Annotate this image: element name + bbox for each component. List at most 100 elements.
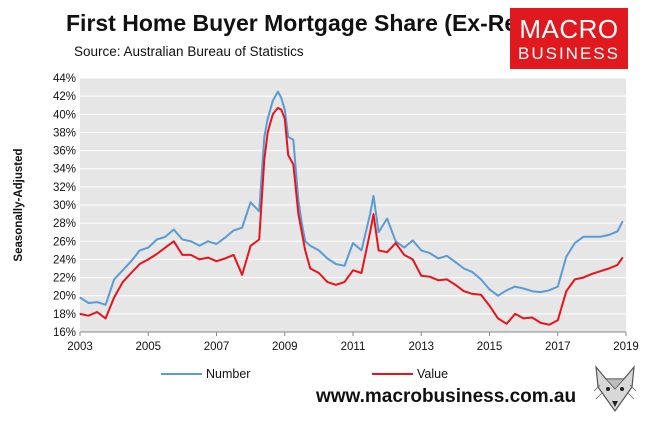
data-point (250, 245, 252, 247)
data-point (622, 220, 624, 222)
data-point (280, 97, 282, 99)
y-tick-label: 34% (53, 164, 76, 176)
data-point (429, 276, 431, 278)
data-point (190, 254, 192, 256)
y-tick-label: 40% (53, 109, 76, 121)
data-point (309, 267, 311, 270)
y-tick-label: 24% (53, 254, 76, 266)
data-point (574, 278, 576, 280)
data-point (622, 257, 624, 259)
data-point (139, 263, 141, 265)
y-tick-label: 20% (53, 291, 76, 303)
data-point (79, 313, 81, 315)
data-point (280, 109, 282, 111)
fox-head-icon (593, 365, 637, 413)
x-tick-label: 2015 (477, 341, 503, 353)
data-point (471, 293, 473, 295)
legend-label-value: Value (417, 367, 448, 381)
data-point (318, 272, 320, 274)
data-point (304, 240, 306, 242)
data-point (540, 322, 542, 324)
x-tick-label: 2017 (545, 341, 571, 353)
data-point (395, 240, 397, 242)
data-point (292, 163, 294, 165)
data-point (105, 317, 107, 319)
data-point (378, 249, 380, 251)
data-point (147, 247, 149, 249)
x-tick-label: 2003 (67, 341, 93, 353)
data-point (412, 258, 414, 260)
data-point (284, 118, 286, 120)
data-point (446, 278, 448, 280)
data-point (395, 242, 397, 244)
data-point (284, 109, 286, 111)
data-point (352, 242, 354, 244)
data-point (198, 258, 200, 260)
data-point (608, 234, 610, 236)
data-point (343, 265, 346, 267)
data-point (386, 251, 388, 253)
data-point (360, 249, 363, 251)
x-tick-label: 2011 (341, 341, 366, 353)
data-point (301, 231, 303, 233)
data-point (258, 210, 260, 212)
data-point (335, 284, 337, 286)
data-point (326, 281, 328, 283)
data-point (156, 238, 158, 241)
data-point (318, 249, 320, 251)
data-point (616, 230, 619, 232)
data-point (156, 253, 158, 255)
data-point (224, 237, 226, 239)
data-point (591, 236, 593, 238)
data-point (591, 273, 593, 275)
data-point (215, 243, 218, 245)
data-point (304, 249, 306, 251)
data-point (378, 231, 380, 233)
data-point (454, 284, 456, 286)
data-point (267, 131, 269, 133)
data-point (301, 222, 303, 224)
data-point (241, 227, 243, 229)
data-point (96, 301, 98, 303)
data-point (480, 294, 482, 296)
data-point (147, 258, 149, 260)
series-line-value (79, 106, 624, 326)
y-tick-label: 28% (53, 218, 76, 230)
data-point (287, 154, 289, 156)
data-point (463, 290, 465, 292)
data-point (297, 213, 299, 215)
data-point (599, 270, 602, 272)
data-point (420, 275, 422, 277)
data-point (372, 213, 375, 215)
data-point (437, 257, 439, 260)
data-point (198, 245, 200, 247)
y-tick-label: 26% (53, 236, 76, 248)
data-point (360, 272, 363, 274)
data-point (480, 278, 482, 280)
data-point (531, 316, 533, 319)
data-point (497, 295, 499, 297)
data-point (309, 245, 311, 247)
data-point (250, 201, 252, 203)
data-point (582, 236, 584, 238)
legend-label-number: Number (206, 367, 250, 381)
data-point (292, 139, 294, 141)
x-tick-label: 2009 (272, 341, 298, 353)
legend: Number Value (161, 367, 448, 381)
data-point (130, 260, 132, 262)
data-point (463, 267, 465, 270)
data-point (139, 249, 141, 251)
data-point (207, 240, 209, 242)
website-url: www.macrobusiness.com.au (316, 386, 577, 407)
data-point (343, 281, 346, 283)
chart-title: First Home Buyer Mortgage Share (Ex-Refi… (66, 10, 539, 36)
series-number (79, 90, 624, 306)
data-point (565, 256, 567, 258)
y-tick-label: 18% (53, 309, 76, 321)
data-point (287, 136, 289, 138)
data-point (181, 254, 183, 256)
logo-line-business: BUSINESS (518, 44, 620, 63)
data-point (599, 236, 602, 238)
data-point (514, 286, 516, 288)
data-point (437, 279, 439, 281)
